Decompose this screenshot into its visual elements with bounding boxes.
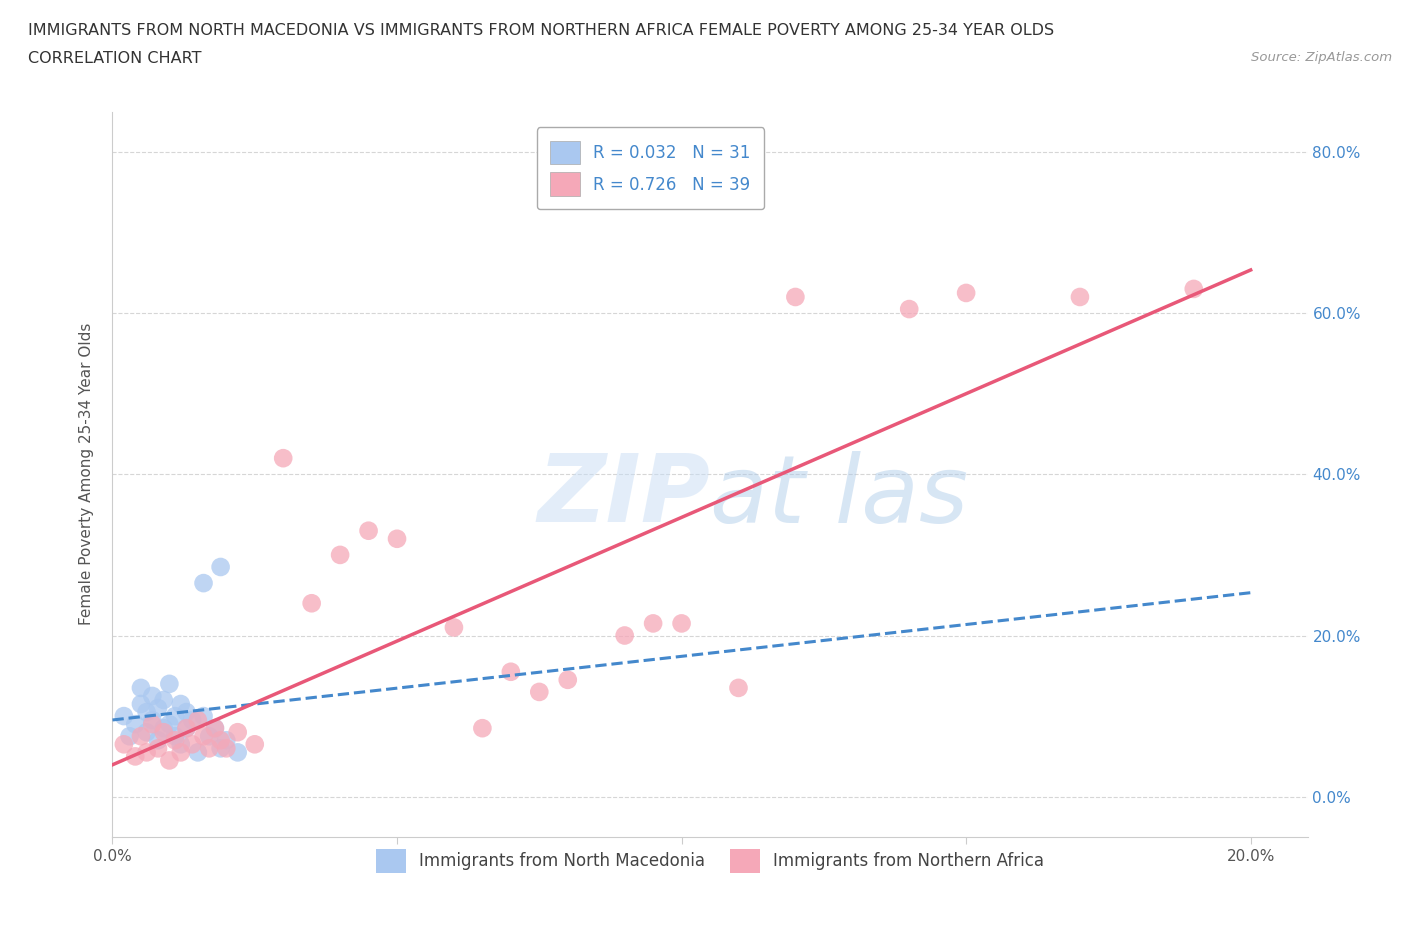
Point <box>643 616 665 631</box>
Text: ZIP: ZIP <box>537 450 710 542</box>
Point <box>301 596 323 611</box>
Point <box>152 721 174 736</box>
Point <box>193 709 215 724</box>
Point <box>141 688 163 703</box>
Text: Source: ZipAtlas.com: Source: ZipAtlas.com <box>1251 51 1392 64</box>
Point <box>204 721 226 736</box>
Point <box>118 729 141 744</box>
Point <box>135 745 157 760</box>
Point <box>215 733 238 748</box>
Point <box>157 676 180 691</box>
Point <box>124 749 146 764</box>
Point <box>187 745 209 760</box>
Legend: Immigrants from North Macedonia, Immigrants from Northern Africa: Immigrants from North Macedonia, Immigra… <box>368 843 1052 880</box>
Point <box>165 733 187 748</box>
Point <box>176 721 198 736</box>
Point <box>198 741 221 756</box>
Point <box>671 616 693 631</box>
Point <box>1069 289 1091 304</box>
Point <box>187 712 209 727</box>
Point <box>112 737 135 751</box>
Point <box>215 741 238 756</box>
Point <box>176 705 198 720</box>
Point <box>193 729 215 744</box>
Point <box>146 733 169 748</box>
Point <box>1182 282 1205 297</box>
Point <box>471 721 494 736</box>
Point <box>135 724 157 739</box>
Point <box>613 628 636 643</box>
Point <box>135 705 157 720</box>
Point <box>557 672 579 687</box>
Point <box>898 301 921 316</box>
Point <box>529 684 551 699</box>
Point <box>112 709 135 724</box>
Point <box>157 717 180 732</box>
Point <box>170 745 193 760</box>
Point <box>152 693 174 708</box>
Point <box>193 576 215 591</box>
Point <box>141 717 163 732</box>
Point <box>209 741 232 756</box>
Point <box>165 709 187 724</box>
Point <box>198 729 221 744</box>
Point <box>385 531 408 546</box>
Point <box>271 451 294 466</box>
Point <box>209 560 232 575</box>
Point <box>243 737 266 751</box>
Point <box>124 717 146 732</box>
Point <box>226 745 249 760</box>
Point <box>181 712 204 727</box>
Point <box>129 681 152 696</box>
Point <box>955 286 977 300</box>
Point <box>727 681 749 696</box>
Point <box>170 737 193 751</box>
Y-axis label: Female Poverty Among 25-34 Year Olds: Female Poverty Among 25-34 Year Olds <box>79 323 94 626</box>
Text: IMMIGRANTS FROM NORTH MACEDONIA VS IMMIGRANTS FROM NORTHERN AFRICA FEMALE POVERT: IMMIGRANTS FROM NORTH MACEDONIA VS IMMIG… <box>28 23 1054 38</box>
Point <box>146 741 169 756</box>
Point <box>499 664 522 679</box>
Point <box>152 724 174 739</box>
Point <box>165 729 187 744</box>
Point <box>146 700 169 715</box>
Point <box>157 753 180 768</box>
Point <box>204 721 226 736</box>
Point <box>181 737 204 751</box>
Point <box>129 729 152 744</box>
Point <box>129 697 152 711</box>
Point <box>141 712 163 727</box>
Point <box>785 289 807 304</box>
Point <box>176 721 198 736</box>
Point <box>209 733 232 748</box>
Point <box>443 620 465 635</box>
Point <box>329 548 352 563</box>
Point <box>170 697 193 711</box>
Point <box>226 724 249 739</box>
Text: at las: at las <box>710 450 969 541</box>
Text: CORRELATION CHART: CORRELATION CHART <box>28 51 201 66</box>
Point <box>357 524 380 538</box>
